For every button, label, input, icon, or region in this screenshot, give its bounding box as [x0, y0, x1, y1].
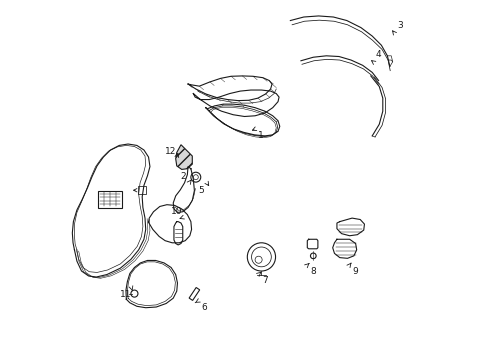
Text: 5: 5	[198, 186, 204, 195]
Text: 9: 9	[352, 267, 358, 276]
Polygon shape	[189, 288, 199, 301]
Text: 11: 11	[119, 290, 131, 299]
Text: 4: 4	[375, 50, 381, 59]
Bar	[98, 190, 122, 207]
Text: 7: 7	[262, 276, 267, 285]
Text: 1: 1	[257, 131, 263, 140]
Text: 12: 12	[164, 147, 176, 156]
Text: 3: 3	[396, 21, 402, 30]
Text: 8: 8	[310, 267, 316, 276]
Circle shape	[247, 243, 275, 271]
Polygon shape	[175, 145, 192, 170]
Text: 2: 2	[180, 172, 185, 181]
Bar	[138, 186, 145, 194]
Text: 6: 6	[201, 303, 206, 312]
Text: 10: 10	[171, 207, 182, 216]
